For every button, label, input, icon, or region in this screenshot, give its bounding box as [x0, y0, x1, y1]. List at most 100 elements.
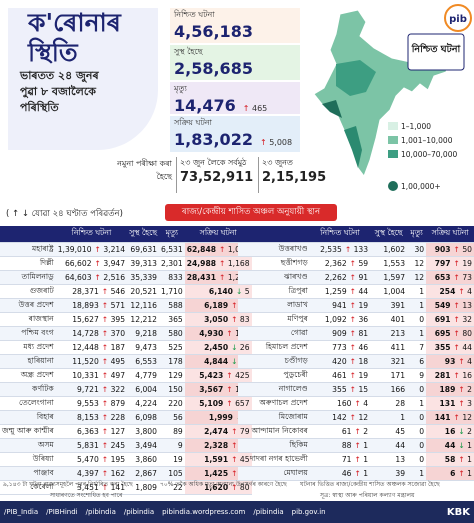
state-name: লাডাখ: [238, 298, 310, 313]
deaths: 2,301: [158, 256, 185, 271]
tests-day-label: ২৩ জুনত: [262, 158, 293, 167]
stat-change: ↑ 465: [242, 104, 268, 113]
state-name: কেৰেলা: [0, 480, 56, 495]
active-cell: 141 ↑ 12: [426, 410, 474, 425]
active: 6: [450, 468, 456, 478]
legend-note: ( ↑ ↓ যোৱা ২৪ ঘণ্টাত পৰিৱৰ্তন): [6, 209, 123, 219]
active: 6,189: [204, 300, 229, 310]
active-change: ↑ 1: [458, 468, 472, 478]
legend-swatch: [388, 136, 398, 144]
recovered: 44: [370, 438, 408, 453]
active-change: ↑ 1,041: [219, 244, 250, 254]
confirmed-change: ↑ 4: [354, 398, 369, 408]
active-cell: 695 ↑ 80: [426, 326, 474, 341]
confirmed: 9,553: [77, 398, 99, 408]
confirmed-cell: 420 ↑ 18: [309, 354, 371, 369]
confirmed-change: ↑ 59: [349, 258, 369, 268]
confirmed-cell: 15,627 ↑ 395: [55, 312, 128, 327]
deaths: 89: [158, 424, 185, 439]
table-row: মিজোৰাম 142 ↑ 12 1 0 141 ↑ 12: [238, 410, 474, 425]
confirmed: 66,602: [64, 258, 92, 268]
active-cell: 691 ↑ 32: [426, 312, 474, 327]
confirmed-cell: 8,153 ↑ 228: [55, 410, 128, 425]
header-row: নিশ্চিত ঘটনা সুস্থ হৈছে মৃত্যু সক্ৰিয় ঘটনা: [0, 226, 252, 243]
active: 44: [444, 440, 456, 450]
state-name: জম্মু আৰু কাশ্মীৰ: [0, 424, 56, 439]
stat-box: নিশ্চিত ঘটনা4,56,183↑ 15,968: [170, 8, 300, 58]
confirmed-cell: 1,39,010 ↑ 3,214: [55, 242, 128, 257]
active: 5,423: [199, 370, 224, 380]
table-title: ৰাজ্য/কেন্দ্ৰীয় শাসিত অঞ্চল অনুযায়ী স্…: [165, 204, 337, 221]
confirmed: 1,259: [324, 286, 347, 296]
active-change: ↑ 44: [453, 342, 472, 352]
confirmed-change: ↑ 12: [349, 412, 369, 422]
active: 4,844: [204, 356, 229, 366]
deaths: 580: [158, 326, 185, 341]
header-cell: [238, 226, 310, 243]
legend-label: 1–1,000: [401, 122, 431, 131]
confirmed-change: ↑ 18: [349, 356, 369, 366]
active-cell: 131 ↑ 3: [426, 396, 474, 411]
state-name: ছিকিম: [238, 438, 310, 453]
active: 281: [434, 370, 451, 380]
recovered: 3,800: [127, 424, 159, 439]
table-row: জম্মু আৰু কাশ্মীৰ 6,363 ↑ 127 3,800 89 2,474 ↑…: [0, 424, 252, 439]
confirmed-cell: 10,331 ↑ 497: [55, 368, 128, 383]
footnote: ৯,১৪৩ টা ঘটনা ৰাজ্যসমূহলৈ পুনৰ নিৰ্ধাৰিত…: [3, 481, 133, 488]
confirmed: 2,262: [324, 272, 347, 282]
stat-label: নিশ্চিত ঘটনা: [174, 10, 215, 19]
active-change: ↑ 19: [453, 258, 472, 268]
state-name: গোৱা: [238, 326, 310, 341]
state-name: উত্তৰাখণ্ড: [238, 242, 310, 257]
social-link: /pibindia: [123, 508, 155, 516]
active: 903: [434, 244, 451, 254]
deaths: 150: [158, 382, 185, 397]
deaths: 6,531: [158, 242, 185, 257]
confirmed: 88: [341, 440, 352, 450]
active-cell: 355 ↑ 44: [426, 340, 474, 355]
active-cell: 254 ↑ 4: [426, 284, 474, 299]
active: 28,431: [186, 272, 217, 282]
recovered: 3,860: [127, 452, 159, 467]
header-cell: নিশ্চিত ঘটনা: [55, 226, 128, 243]
recovered: 171: [370, 368, 408, 383]
active-change: ↑ 50: [453, 244, 472, 254]
state-name: তেলেংগানা: [0, 396, 56, 411]
active-cell: 6 ↑ 1: [426, 466, 474, 481]
recovered: 35,339: [127, 270, 159, 285]
confirmed-cell: 3,451 ↑ 141: [55, 480, 128, 495]
deaths: 19: [158, 452, 185, 467]
table-row: হিমাচল প্ৰদেশ 773 ↑ 46 411 7 355 ↑ 44: [238, 340, 474, 355]
state-name: পাঞ্জাব: [0, 466, 56, 481]
table-row: উত্তৰাখণ্ড 2,535 ↑ 133 1,602 30 903 ↑ 50: [238, 242, 474, 257]
confirmed: 5,831: [77, 440, 99, 450]
recovered: 6,004: [127, 382, 159, 397]
confirmed: 11,520: [72, 356, 99, 366]
footnote: সাধাৰণতে সংশোধিত হব পাৰে: [50, 492, 123, 499]
table-row: গুজৰাট 28,371 ↑ 546 20,521 1,710 6,140 ↓ 5: [0, 284, 252, 299]
confirmed-change: ↑ 3,214: [94, 244, 126, 254]
active-cell: 16 ↓ 2: [426, 424, 474, 439]
active-cell: 28,431↑ 1,250: [184, 270, 252, 285]
subtitle: পুৱা ৮ বজালৈকে: [20, 85, 96, 98]
recovered: 12,212: [127, 312, 159, 327]
confirmed: 461: [332, 370, 347, 380]
confirmed-change: ↑ 36: [349, 314, 369, 324]
state-name: পুডুচেৰী: [238, 368, 310, 383]
confirmed: 4,397: [77, 468, 99, 478]
active: 1,620: [204, 482, 229, 492]
confirmed-cell: 461 ↑ 19: [309, 368, 371, 383]
active-change: ↑ 16: [453, 370, 472, 380]
active-cell: 62,848↑ 1,041: [184, 242, 252, 257]
confirmed-cell: 5,831 ↑ 245: [55, 438, 128, 453]
footnote: ৭০% তকৈ অধিক মৃত্যু অন্যান্য উপসৰ্গৰ কাৰ…: [160, 481, 287, 488]
confirmed-cell: 2,262 ↑ 91: [309, 270, 371, 285]
recovered: 321: [370, 354, 408, 369]
deaths: 1,710: [158, 284, 185, 299]
table-row: ত্ৰিপুৰা 1,259 ↑ 44 1,004 1 254 ↑ 4: [238, 284, 474, 299]
table-right: নিশ্চিত ঘটনা সুস্থ হৈছে মৃত্যু সক্ৰিয় ঘটনা…: [238, 226, 474, 481]
state-name: হিমাচল প্ৰদেশ: [238, 340, 310, 355]
confirmed-change: ↑ 46: [349, 342, 369, 352]
deaths: 0: [407, 438, 427, 453]
